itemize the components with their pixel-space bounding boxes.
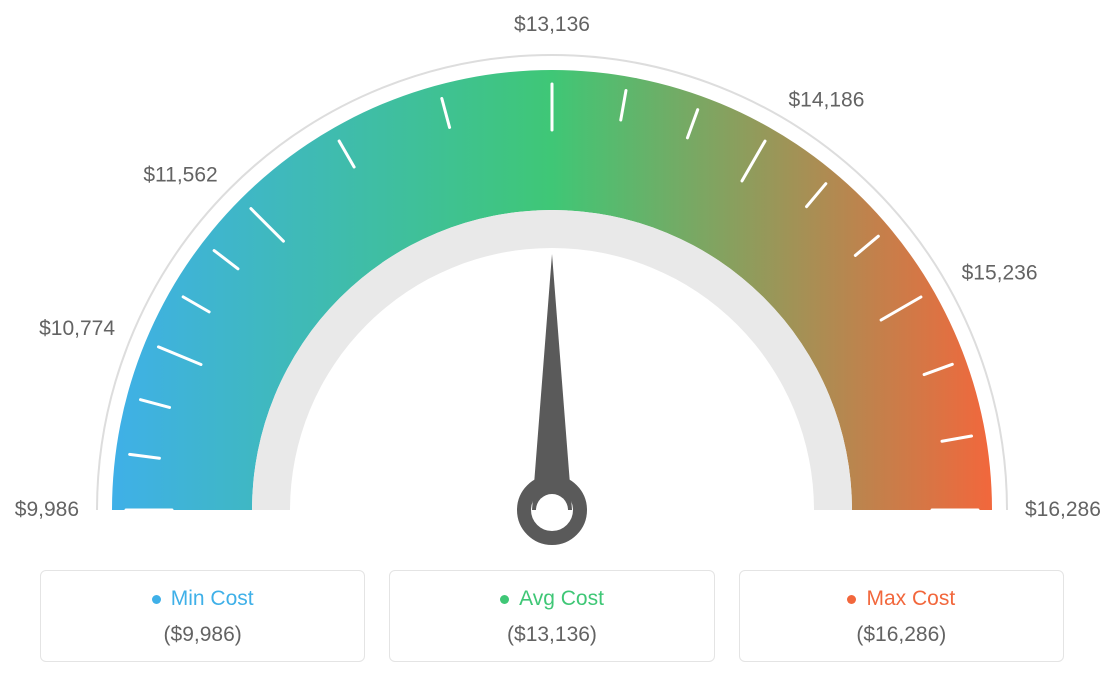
gauge-tick-label: $9,986 — [15, 498, 79, 521]
max-cost-label: Max Cost — [866, 587, 955, 611]
max-cost-title: Max Cost — [847, 587, 955, 611]
gauge-tick-label: $13,136 — [514, 13, 590, 36]
gauge-tick-label: $15,236 — [962, 262, 1038, 285]
min-cost-card: Min Cost ($9,986) — [40, 570, 365, 662]
max-dot-icon — [847, 595, 856, 604]
gauge-needle — [532, 254, 572, 510]
gauge-tick-label: $10,774 — [39, 317, 115, 340]
min-dot-icon — [152, 595, 161, 604]
summary-cards: Min Cost ($9,986) Avg Cost ($13,136) Max… — [40, 570, 1064, 662]
avg-cost-label: Avg Cost — [519, 587, 604, 611]
max-cost-value: ($16,286) — [750, 623, 1053, 647]
gauge-tick-label: $14,186 — [789, 88, 865, 111]
avg-dot-icon — [500, 595, 509, 604]
gauge-tick-label: $16,286 — [1025, 498, 1101, 521]
gauge-svg: $9,986 $10,774 $11,562 $13,136 $14,186 $15,23… — [0, 0, 1104, 560]
min-cost-value: ($9,986) — [51, 623, 354, 647]
avg-cost-title: Avg Cost — [500, 587, 604, 611]
gauge-tick-label: $11,562 — [143, 163, 217, 186]
cost-gauge: $9,986 $10,774 $11,562 $13,136 $14,186 $15,23… — [0, 0, 1104, 560]
min-cost-title: Min Cost — [152, 587, 254, 611]
max-cost-card: Max Cost ($16,286) — [739, 570, 1064, 662]
min-cost-label: Min Cost — [171, 587, 254, 611]
gauge-needle-hub-inner — [536, 494, 568, 526]
avg-cost-value: ($13,136) — [400, 623, 703, 647]
avg-cost-card: Avg Cost ($13,136) — [389, 570, 714, 662]
